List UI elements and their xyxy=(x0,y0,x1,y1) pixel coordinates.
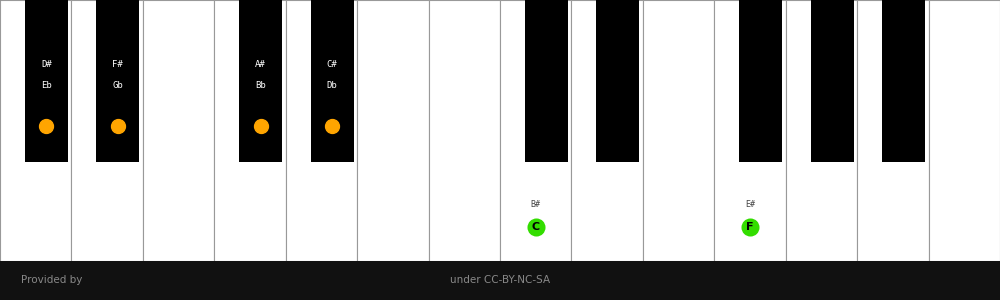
Bar xyxy=(311,0,354,162)
Text: Db: Db xyxy=(327,81,338,90)
Bar xyxy=(525,0,568,162)
Text: Provided by: Provided by xyxy=(21,275,83,285)
Text: A#: A# xyxy=(255,60,266,69)
Text: F: F xyxy=(746,222,754,232)
Text: C: C xyxy=(532,222,540,232)
Text: Gb: Gb xyxy=(112,81,123,90)
Text: D#: D# xyxy=(41,60,52,69)
Bar xyxy=(739,0,782,162)
Bar xyxy=(25,0,68,162)
Bar xyxy=(857,0,929,261)
Bar xyxy=(500,0,571,261)
Text: Bb: Bb xyxy=(255,81,266,90)
Text: E#: E# xyxy=(745,200,755,209)
Bar xyxy=(286,0,357,261)
Bar xyxy=(811,0,854,162)
Bar xyxy=(714,0,786,261)
Bar xyxy=(882,0,925,162)
Bar xyxy=(357,0,429,261)
Bar xyxy=(786,0,857,261)
Text: B#: B# xyxy=(531,200,541,209)
Bar xyxy=(71,0,143,261)
Bar xyxy=(643,0,714,261)
Text: F#: F# xyxy=(112,60,123,69)
Text: under CC-BY-NC-SA: under CC-BY-NC-SA xyxy=(450,275,550,285)
Text: Eb: Eb xyxy=(41,81,52,90)
Bar xyxy=(96,0,139,162)
Bar xyxy=(571,0,643,261)
Text: C#: C# xyxy=(327,60,338,69)
Bar xyxy=(429,0,500,261)
Bar xyxy=(143,0,214,261)
Bar xyxy=(929,0,1000,261)
Bar xyxy=(596,0,639,162)
Bar xyxy=(0,0,71,261)
Bar xyxy=(0,261,1000,300)
Bar xyxy=(214,0,286,261)
Bar xyxy=(239,0,282,162)
